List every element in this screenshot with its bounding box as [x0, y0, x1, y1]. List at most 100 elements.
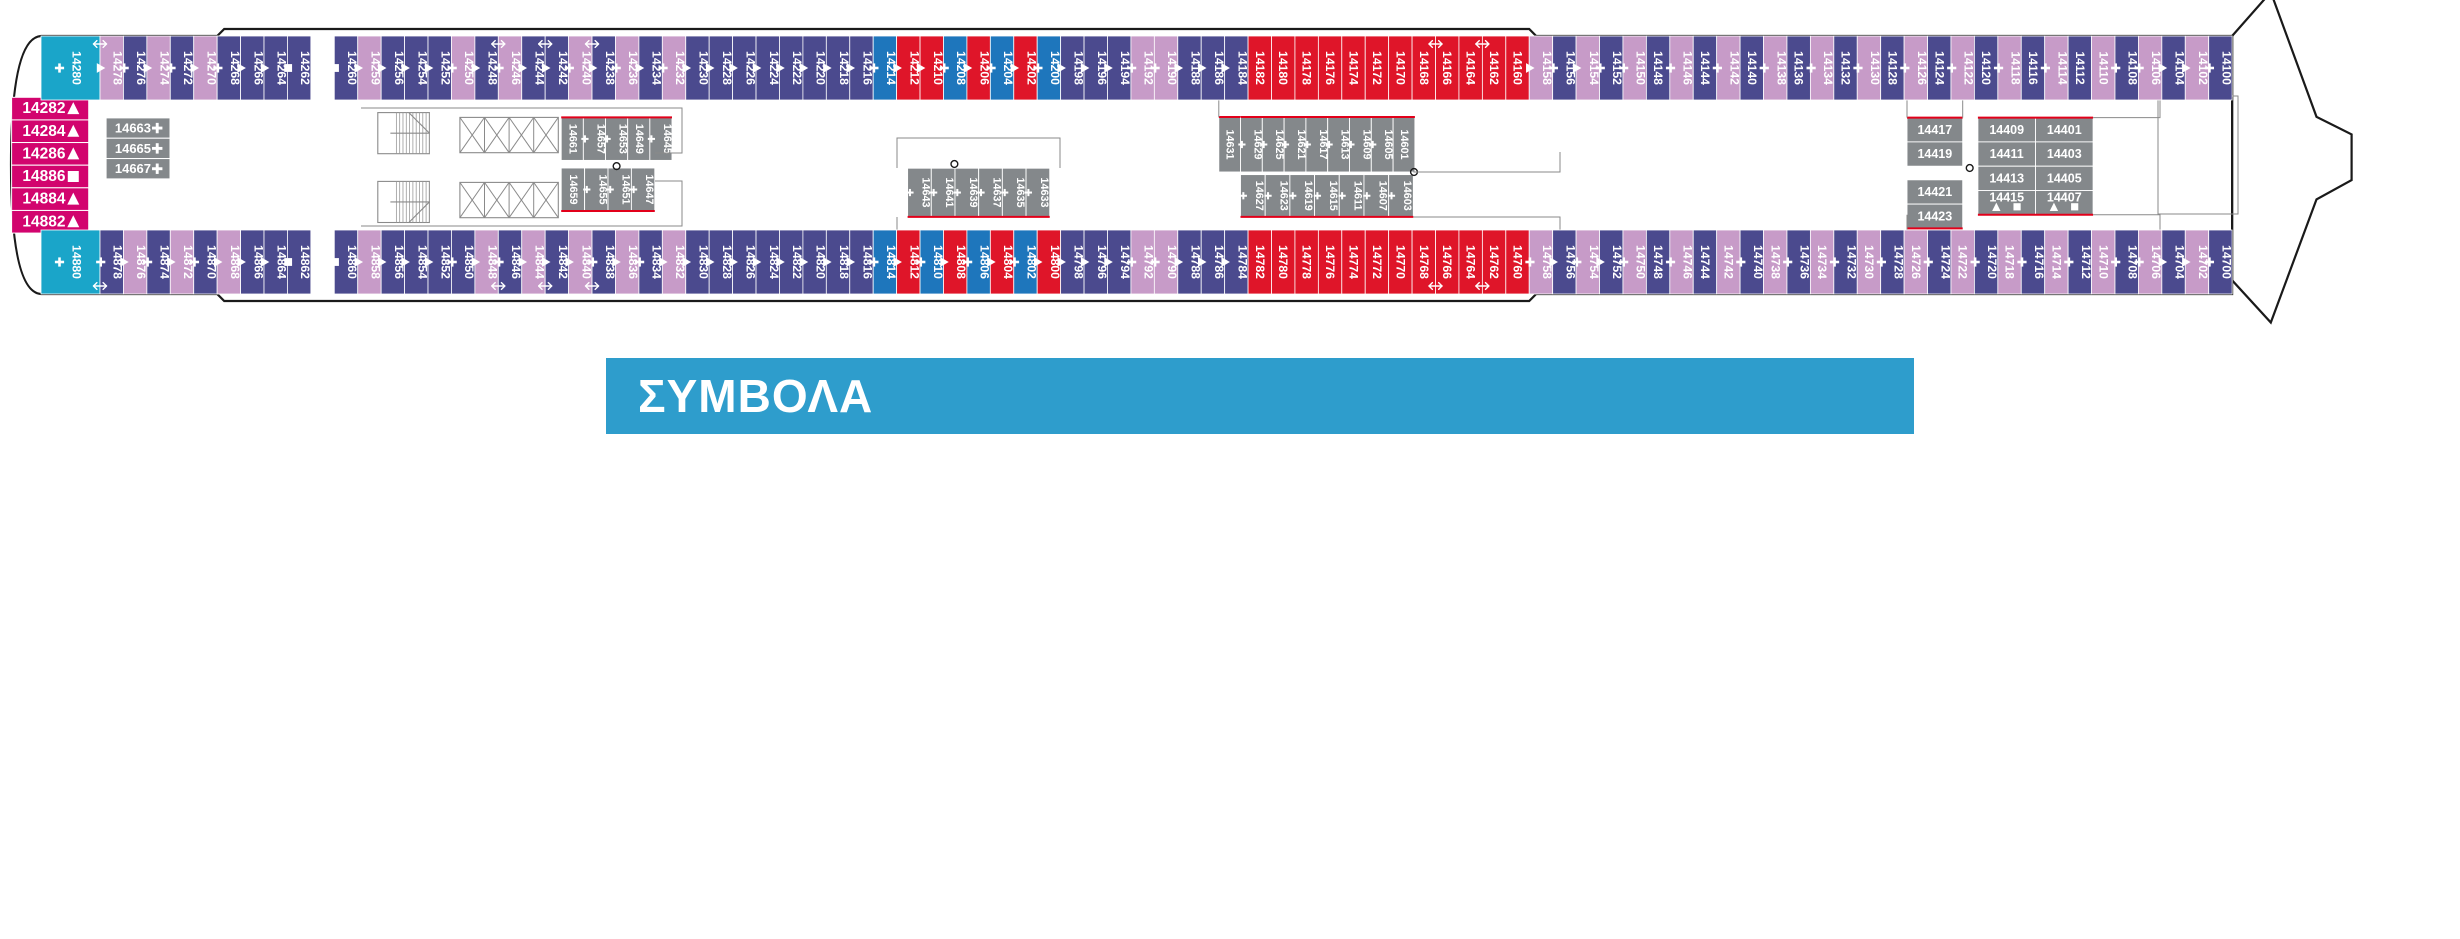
svg-text:14633: 14633: [1038, 178, 1050, 208]
svg-text:14160: 14160: [1511, 51, 1525, 85]
svg-text:14110: 14110: [2096, 51, 2110, 84]
svg-text:14734: 14734: [1815, 245, 1829, 279]
svg-text:14405: 14405: [2047, 171, 2082, 185]
svg-text:14700: 14700: [2219, 245, 2233, 279]
svg-text:14126: 14126: [1915, 51, 1929, 85]
svg-text:14659: 14659: [567, 174, 579, 204]
svg-text:14768: 14768: [1417, 245, 1431, 279]
svg-text:14655: 14655: [596, 174, 608, 204]
svg-text:14403: 14403: [2047, 147, 2082, 161]
svg-text:14134: 14134: [1821, 51, 1835, 85]
svg-text:14770: 14770: [1393, 245, 1407, 279]
svg-text:14619: 14619: [1302, 181, 1314, 211]
svg-text:14164: 14164: [1464, 51, 1478, 85]
svg-text:14760: 14760: [1511, 245, 1525, 279]
svg-text:14663: 14663: [115, 121, 151, 136]
svg-text:14114: 14114: [2055, 51, 2069, 84]
svg-text:14647: 14647: [643, 174, 655, 204]
svg-text:14880: 14880: [70, 245, 84, 279]
svg-text:14413: 14413: [1989, 171, 2024, 185]
svg-text:14401: 14401: [2047, 123, 2082, 137]
svg-text:14764: 14764: [1464, 245, 1478, 279]
svg-text:14178: 14178: [1300, 51, 1314, 85]
svg-text:14639: 14639: [967, 178, 979, 208]
svg-text:14862: 14862: [298, 245, 312, 279]
svg-text:14415: 14415: [1989, 191, 2024, 205]
svg-text:14728: 14728: [1891, 245, 1905, 279]
svg-text:14718: 14718: [2003, 245, 2017, 279]
svg-text:14419: 14419: [1917, 147, 1952, 161]
svg-text:14100: 14100: [2219, 51, 2233, 85]
svg-text:14118: 14118: [2009, 51, 2023, 84]
svg-text:14615: 14615: [1327, 181, 1339, 211]
svg-text:14778: 14778: [1300, 245, 1314, 279]
svg-text:14286: 14286: [22, 145, 65, 162]
svg-text:14176: 14176: [1323, 51, 1337, 85]
svg-text:14162: 14162: [1487, 51, 1501, 85]
svg-text:14150: 14150: [1634, 51, 1648, 85]
svg-text:14124: 14124: [1932, 51, 1946, 85]
svg-text:14884: 14884: [22, 191, 65, 208]
svg-text:14172: 14172: [1370, 51, 1384, 85]
svg-text:14611: 14611: [1352, 181, 1364, 210]
svg-text:14637: 14637: [991, 178, 1003, 208]
svg-text:14643: 14643: [919, 178, 931, 208]
svg-text:14738: 14738: [1768, 245, 1782, 279]
svg-text:14661: 14661: [566, 124, 578, 154]
svg-text:14421: 14421: [1917, 185, 1952, 199]
svg-text:14623: 14623: [1278, 181, 1290, 211]
svg-text:14744: 14744: [1698, 245, 1712, 279]
svg-text:14635: 14635: [1014, 178, 1026, 208]
svg-text:14128: 14128: [1885, 51, 1899, 85]
svg-text:14645: 14645: [661, 124, 673, 154]
svg-text:14740: 14740: [1751, 245, 1765, 279]
svg-text:14772: 14772: [1370, 245, 1384, 279]
svg-text:14166: 14166: [1440, 51, 1454, 85]
svg-text:14423: 14423: [1917, 209, 1952, 223]
svg-text:14182: 14182: [1253, 51, 1267, 85]
svg-text:14146: 14146: [1681, 51, 1695, 85]
svg-text:14762: 14762: [1487, 245, 1501, 279]
svg-text:14780: 14780: [1276, 245, 1290, 279]
svg-text:14280: 14280: [70, 51, 84, 85]
svg-text:14649: 14649: [633, 124, 645, 154]
svg-text:14120: 14120: [1979, 51, 1993, 85]
svg-text:14411: 14411: [1990, 147, 2024, 161]
svg-text:14417: 14417: [1917, 123, 1952, 137]
svg-text:14724: 14724: [1938, 245, 1952, 279]
svg-text:14130: 14130: [1868, 51, 1882, 85]
svg-text:14742: 14742: [1721, 245, 1735, 279]
svg-text:14710: 14710: [2096, 245, 2110, 279]
svg-text:14148: 14148: [1651, 51, 1665, 85]
svg-text:14631: 14631: [1224, 129, 1236, 159]
svg-text:14601: 14601: [1398, 129, 1410, 159]
svg-text:14730: 14730: [1862, 245, 1876, 279]
svg-text:14726: 14726: [1909, 245, 1923, 279]
svg-text:14732: 14732: [1845, 245, 1859, 279]
svg-text:14168: 14168: [1417, 51, 1431, 85]
svg-text:14409: 14409: [1989, 123, 2024, 137]
svg-text:14116: 14116: [2026, 51, 2040, 84]
svg-text:14112: 14112: [2073, 51, 2087, 84]
svg-text:14784: 14784: [1235, 245, 1249, 279]
svg-text:14782: 14782: [1253, 245, 1267, 279]
svg-text:14170: 14170: [1393, 51, 1407, 85]
svg-text:14641: 14641: [943, 178, 955, 208]
svg-text:14142: 14142: [1727, 51, 1741, 85]
svg-text:14653: 14653: [617, 124, 629, 154]
svg-text:14720: 14720: [1985, 245, 1999, 279]
svg-text:14750: 14750: [1634, 245, 1648, 279]
svg-text:14603: 14603: [1401, 181, 1413, 211]
svg-text:14284: 14284: [22, 123, 65, 140]
svg-text:14407: 14407: [2047, 191, 2082, 205]
svg-text:14886: 14886: [22, 168, 65, 185]
svg-text:14627: 14627: [1253, 181, 1265, 211]
svg-text:14748: 14748: [1651, 245, 1665, 279]
svg-text:14766: 14766: [1440, 245, 1454, 279]
svg-text:14174: 14174: [1347, 51, 1361, 85]
svg-text:14774: 14774: [1347, 245, 1361, 279]
svg-text:14122: 14122: [1962, 51, 1976, 85]
svg-text:14184: 14184: [1235, 51, 1249, 85]
svg-text:14651: 14651: [620, 174, 632, 204]
svg-text:14667: 14667: [115, 161, 151, 176]
